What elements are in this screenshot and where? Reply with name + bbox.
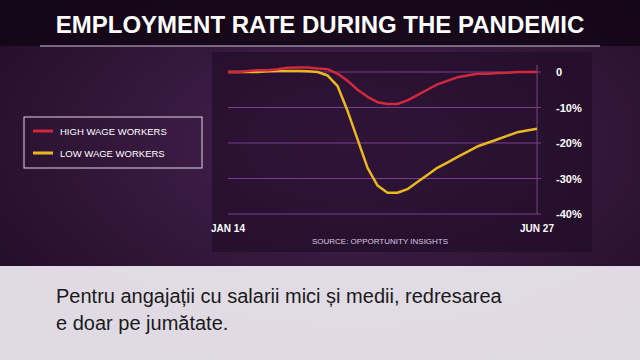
caption-band: [0, 266, 640, 360]
grid-line: [228, 214, 537, 215]
tick-mark: [537, 107, 541, 108]
legend-box: [24, 117, 202, 168]
y-tick-label: 0: [556, 66, 562, 78]
legend-label: LOW WAGE WORKERS: [60, 148, 165, 159]
grid-line: [228, 107, 537, 108]
tick-mark: [537, 72, 541, 73]
legend-swatch: [33, 152, 53, 155]
title-band: [0, 0, 640, 46]
caption-line: e doar pe jumătate.: [56, 312, 228, 334]
chart: EMPLOYMENT RATE DURING THE PANDEMIC 0 -10%…: [0, 0, 640, 360]
y-tick-label: -20%: [556, 137, 582, 149]
title: EMPLOYMENT RATE DURING THE PANDEMIC: [56, 11, 584, 38]
x-tick-label: JAN 14: [211, 223, 245, 234]
source: SOURCE: OPPORTUNITY INSIGHTS: [312, 237, 448, 246]
tick-mark: [537, 214, 541, 215]
x-tick-label: JUN 27: [520, 223, 554, 234]
legend-swatch: [33, 130, 53, 133]
tick-mark: [537, 143, 541, 144]
grid-line: [228, 178, 537, 179]
series-group: [228, 67, 537, 192]
title-rule: [40, 46, 600, 47]
series-line: [228, 67, 537, 104]
background: [0, 0, 640, 360]
series-line: [228, 71, 537, 193]
caption-line: Pentru angajații cu salarii mici și medi…: [56, 285, 503, 307]
tick-mark: [537, 178, 541, 179]
y-axis-line: [537, 65, 538, 214]
y-tick-label: -10%: [556, 102, 582, 114]
y-tick-label: -30%: [556, 173, 582, 185]
plot-panel: [212, 52, 592, 252]
y-tick-label: -40%: [556, 208, 582, 220]
legend-label: HIGH WAGE WORKERS: [60, 126, 167, 137]
legend: HIGH WAGE WORKERS LOW WAGE WORKERS: [24, 117, 202, 168]
